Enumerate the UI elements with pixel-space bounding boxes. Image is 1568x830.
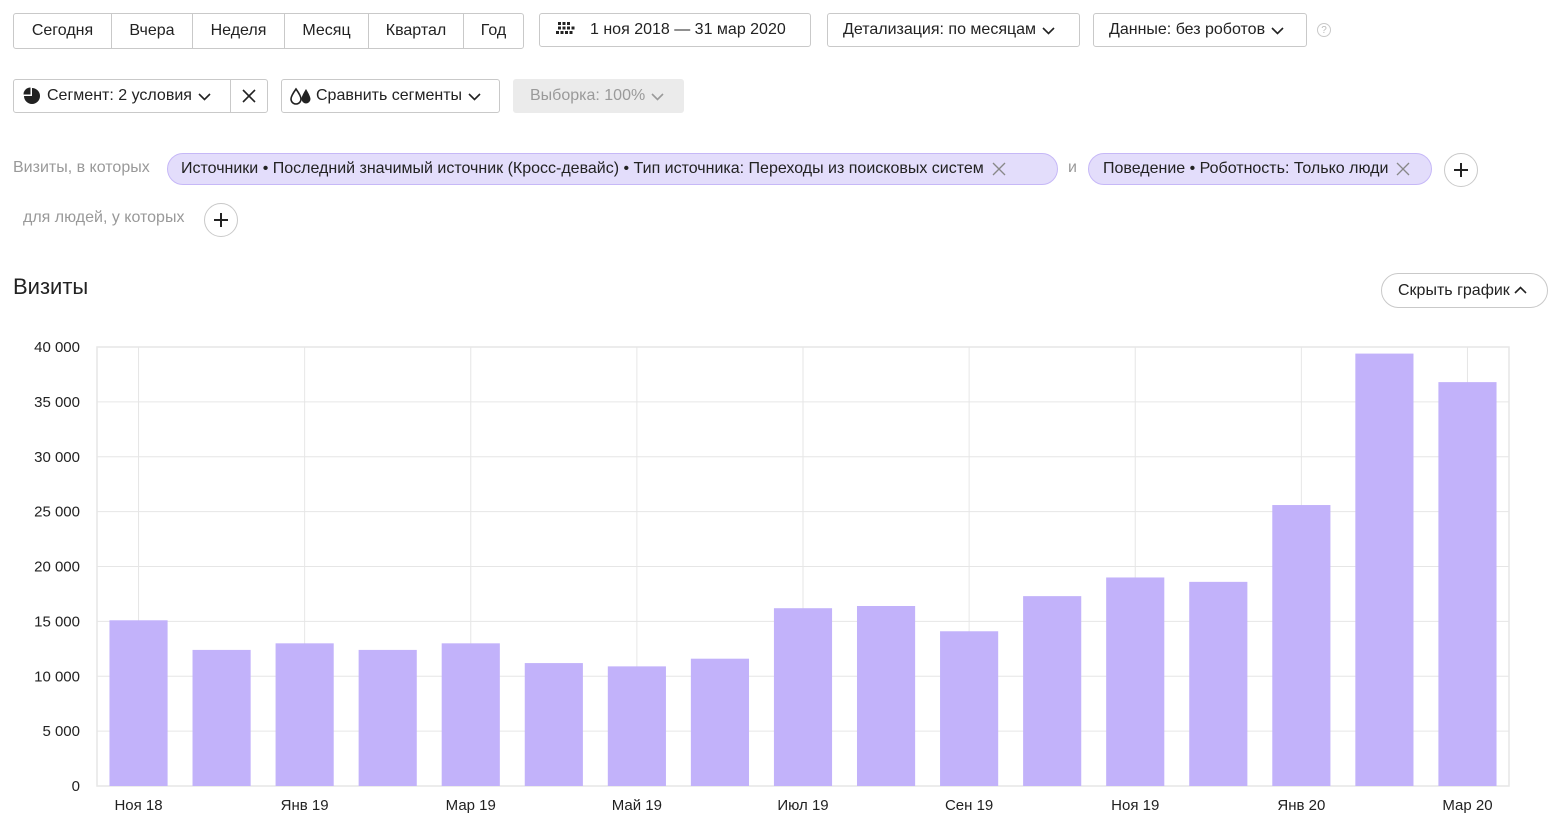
detail-label: Детализация: по месяцам <box>843 21 1037 38</box>
condition-pill-source[interactable]: Источники • Последний значимый источник … <box>167 153 1058 185</box>
help-icon[interactable]: ? <box>1317 23 1331 37</box>
bar-2[interactable] <box>275 643 334 786</box>
bar-0[interactable] <box>109 620 168 786</box>
chevron-down-icon <box>468 92 481 101</box>
y-tick-label: 30 000 <box>34 449 80 466</box>
bars <box>109 353 1497 786</box>
data-filter-label: Данные: без роботов <box>1109 21 1266 38</box>
bar-7[interactable] <box>690 658 750 786</box>
drops-icon <box>290 87 311 105</box>
segment-dropdown[interactable]: Сегмент: 2 условия <box>13 79 231 113</box>
bar-16[interactable] <box>1438 382 1497 786</box>
period-year-button[interactable]: Год <box>480 22 507 39</box>
chevron-up-icon <box>1514 286 1527 294</box>
y-tick-label: 15 000 <box>34 613 80 630</box>
bar-6[interactable] <box>607 666 666 786</box>
add-visit-condition-button[interactable] <box>1444 153 1478 187</box>
and-label: и <box>1068 159 1077 176</box>
date-range-button[interactable]: 1 ноя 2018 — 31 мар 2020 <box>539 13 811 47</box>
y-axis-ticks: 0 5 000 10 000 15 000 20 000 25 000 30 000 35 0… <box>34 339 80 795</box>
y-tick-label: 10 000 <box>34 668 80 685</box>
bar-10[interactable] <box>940 631 999 786</box>
bar-9[interactable] <box>856 606 916 786</box>
x-tick-label: Сен 19 <box>945 797 993 814</box>
bar-8[interactable] <box>773 608 833 786</box>
bar-15[interactable] <box>1355 353 1414 786</box>
x-tick-label: Май 19 <box>612 797 662 814</box>
bar-14[interactable] <box>1272 505 1331 786</box>
y-tick-label: 5 000 <box>42 723 80 740</box>
x-tick-label: Янв 20 <box>1277 797 1325 814</box>
x-tick-label: Ноя 18 <box>114 797 162 814</box>
bar-4[interactable] <box>441 643 500 786</box>
bar-12[interactable] <box>1106 577 1165 786</box>
period-yesterday-button[interactable]: Вчера <box>112 14 193 48</box>
plus-icon <box>214 213 228 227</box>
x-tick-label: Янв 19 <box>281 797 329 814</box>
sample-dropdown[interactable]: Выборка: 100% <box>513 79 684 113</box>
condition-robots-text: Поведение • Роботность: Только люди <box>1103 160 1389 177</box>
calendar-icon <box>556 22 575 34</box>
bar-11[interactable] <box>1023 596 1082 786</box>
y-tick-label: 35 000 <box>34 394 80 411</box>
data-filter-dropdown[interactable]: Данные: без роботов <box>1093 13 1307 47</box>
hide-chart-button[interactable]: Скрыть график <box>1381 273 1548 308</box>
bar-13[interactable] <box>1189 581 1248 786</box>
y-tick-label: 40 000 <box>34 339 80 356</box>
close-icon[interactable] <box>992 162 1006 176</box>
compare-segments-label: Сравнить сегменты <box>316 87 463 104</box>
plus-icon <box>1454 163 1468 177</box>
close-icon[interactable] <box>1396 162 1410 176</box>
y-tick-label: 20 000 <box>34 559 80 576</box>
add-people-condition-button[interactable] <box>204 203 238 237</box>
visits-condition-label: Визиты, в которых <box>13 159 150 176</box>
bar-1[interactable] <box>192 649 251 786</box>
condition-source-text: Источники • Последний значимый источник … <box>181 160 984 177</box>
compare-segments-dropdown[interactable]: Сравнить сегменты <box>281 79 500 113</box>
segment-label: Сегмент: 2 условия <box>47 87 192 104</box>
hide-chart-label: Скрыть график <box>1398 281 1510 299</box>
visits-bar-chart: 0 5 000 10 000 15 000 20 000 25 000 30 000 35 0… <box>34 339 1510 814</box>
chevron-down-icon <box>1271 26 1284 35</box>
x-tick-label: Мар 19 <box>446 797 496 814</box>
x-tick-label: Мар 20 <box>1442 797 1492 814</box>
y-tick-label: 25 000 <box>34 504 80 521</box>
period-selector: Сегодня Вчера Неделя Месяц Квартал Год <box>13 13 524 49</box>
detail-dropdown[interactable]: Детализация: по месяцам <box>827 13 1080 47</box>
people-condition-label: для людей, у которых <box>23 209 185 226</box>
sample-label: Выборка: 100% <box>530 87 646 104</box>
bar-3[interactable] <box>358 649 417 786</box>
x-tick-label: Июл 19 <box>777 797 828 814</box>
clear-segment-button[interactable] <box>230 79 268 113</box>
chevron-down-icon <box>651 92 664 101</box>
period-today-button[interactable]: Сегодня <box>14 14 112 48</box>
chevron-down-icon <box>198 92 211 101</box>
period-week-button[interactable]: Неделя <box>193 14 285 48</box>
condition-pill-robots[interactable]: Поведение • Роботность: Только люди <box>1088 153 1432 185</box>
date-range-label: 1 ноя 2018 — 31 мар 2020 <box>590 21 786 38</box>
x-axis-ticks: Ноя 18 Янв 19 Мар 19 Май 19 Июл 19 Сен 19 Ноя … <box>114 797 1492 814</box>
y-tick-label: 0 <box>72 778 80 795</box>
bar-5[interactable] <box>524 663 583 786</box>
period-month-button[interactable]: Месяц <box>285 14 369 48</box>
x-tick-label: Ноя 19 <box>1111 797 1159 814</box>
period-quarter-button[interactable]: Квартал <box>369 14 464 48</box>
chart-title: Визиты <box>13 274 89 299</box>
close-icon <box>242 89 256 103</box>
pie-chart-icon <box>23 87 40 104</box>
chevron-down-icon <box>1042 26 1055 35</box>
